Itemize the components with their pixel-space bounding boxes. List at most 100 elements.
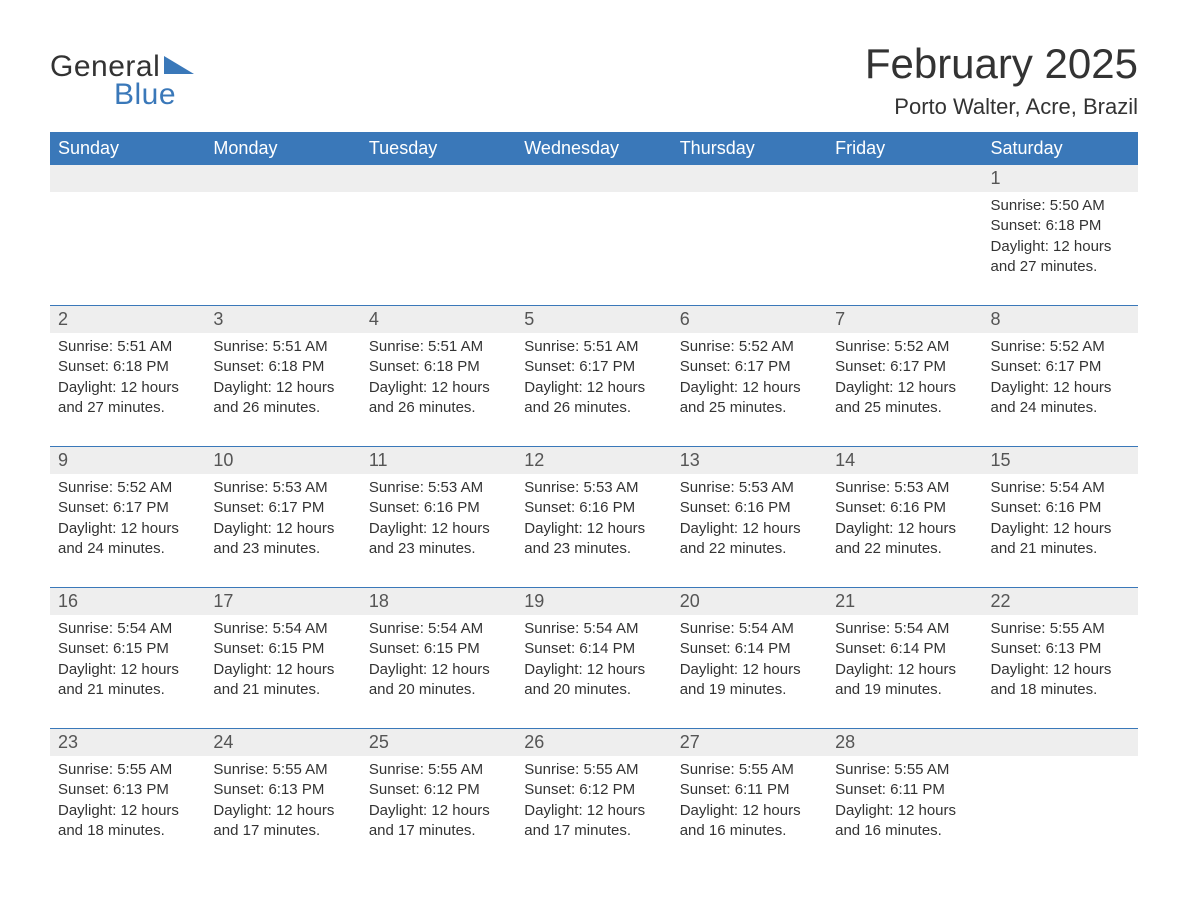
sunrise-line: Sunrise: 5:52 AM — [680, 337, 819, 357]
dow-thursday: Thursday — [672, 132, 827, 165]
empty-day-detail — [516, 192, 671, 306]
daylight-line: Daylight: 12 hours and 26 minutes. — [369, 378, 508, 419]
sunrise-line: Sunrise: 5:55 AM — [213, 760, 352, 780]
day-detail: Sunrise: 5:54 AMSunset: 6:15 PMDaylight:… — [205, 615, 360, 729]
daylight-line: Daylight: 12 hours and 19 minutes. — [680, 660, 819, 701]
sunset-line: Sunset: 6:14 PM — [835, 639, 974, 659]
daylight-line: Daylight: 12 hours and 23 minutes. — [524, 519, 663, 560]
month-title: February 2025 — [865, 40, 1138, 88]
daylight-line: Daylight: 12 hours and 16 minutes. — [835, 801, 974, 842]
day-number: 4 — [361, 306, 516, 333]
day-number: 25 — [361, 729, 516, 756]
day-number: 1 — [983, 165, 1138, 192]
empty-day-number — [827, 165, 982, 192]
daylight-line: Daylight: 12 hours and 26 minutes. — [524, 378, 663, 419]
sunset-line: Sunset: 6:13 PM — [213, 780, 352, 800]
day-detail: Sunrise: 5:53 AMSunset: 6:16 PMDaylight:… — [516, 474, 671, 588]
sunset-line: Sunset: 6:17 PM — [58, 498, 197, 518]
day-detail: Sunrise: 5:51 AMSunset: 6:18 PMDaylight:… — [50, 333, 205, 447]
empty-day-number — [983, 729, 1138, 756]
day-number: 24 — [205, 729, 360, 756]
day-number: 13 — [672, 447, 827, 474]
dow-sunday: Sunday — [50, 132, 205, 165]
day-detail: Sunrise: 5:51 AMSunset: 6:18 PMDaylight:… — [205, 333, 360, 447]
week-daynum-row: 2345678 — [50, 306, 1138, 333]
week-daynum-row: 9101112131415 — [50, 447, 1138, 474]
sunset-line: Sunset: 6:17 PM — [991, 357, 1130, 377]
sunset-line: Sunset: 6:16 PM — [524, 498, 663, 518]
day-number: 16 — [50, 588, 205, 615]
day-detail: Sunrise: 5:54 AMSunset: 6:15 PMDaylight:… — [361, 615, 516, 729]
daylight-line: Daylight: 12 hours and 23 minutes. — [369, 519, 508, 560]
brand-logo: General Blue — [50, 50, 194, 110]
sunrise-line: Sunrise: 5:51 AM — [369, 337, 508, 357]
day-detail: Sunrise: 5:53 AMSunset: 6:17 PMDaylight:… — [205, 474, 360, 588]
day-detail: Sunrise: 5:54 AMSunset: 6:14 PMDaylight:… — [672, 615, 827, 729]
sunrise-line: Sunrise: 5:53 AM — [680, 478, 819, 498]
day-detail: Sunrise: 5:54 AMSunset: 6:14 PMDaylight:… — [827, 615, 982, 729]
sunset-line: Sunset: 6:14 PM — [524, 639, 663, 659]
sunrise-line: Sunrise: 5:50 AM — [991, 196, 1130, 216]
day-number: 9 — [50, 447, 205, 474]
day-number: 8 — [983, 306, 1138, 333]
sunset-line: Sunset: 6:17 PM — [524, 357, 663, 377]
week-detail-row: Sunrise: 5:52 AMSunset: 6:17 PMDaylight:… — [50, 474, 1138, 588]
empty-day-detail — [827, 192, 982, 306]
empty-day-detail — [361, 192, 516, 306]
sunrise-line: Sunrise: 5:54 AM — [369, 619, 508, 639]
sunset-line: Sunset: 6:17 PM — [680, 357, 819, 377]
empty-day-detail — [672, 192, 827, 306]
location-subtitle: Porto Walter, Acre, Brazil — [865, 94, 1138, 120]
day-number: 3 — [205, 306, 360, 333]
daylight-line: Daylight: 12 hours and 17 minutes. — [369, 801, 508, 842]
title-block: February 2025 Porto Walter, Acre, Brazil — [865, 40, 1138, 120]
sunrise-line: Sunrise: 5:54 AM — [835, 619, 974, 639]
empty-day-detail — [983, 756, 1138, 853]
day-number: 5 — [516, 306, 671, 333]
sunrise-line: Sunrise: 5:51 AM — [213, 337, 352, 357]
sunrise-line: Sunrise: 5:55 AM — [991, 619, 1130, 639]
day-detail: Sunrise: 5:54 AMSunset: 6:16 PMDaylight:… — [983, 474, 1138, 588]
day-detail: Sunrise: 5:52 AMSunset: 6:17 PMDaylight:… — [50, 474, 205, 588]
sunset-line: Sunset: 6:15 PM — [369, 639, 508, 659]
day-detail: Sunrise: 5:52 AMSunset: 6:17 PMDaylight:… — [827, 333, 982, 447]
week-detail-row: Sunrise: 5:50 AMSunset: 6:18 PMDaylight:… — [50, 192, 1138, 306]
day-detail: Sunrise: 5:52 AMSunset: 6:17 PMDaylight:… — [672, 333, 827, 447]
daylight-line: Daylight: 12 hours and 27 minutes. — [991, 237, 1130, 278]
day-detail: Sunrise: 5:52 AMSunset: 6:17 PMDaylight:… — [983, 333, 1138, 447]
sunset-line: Sunset: 6:12 PM — [524, 780, 663, 800]
calendar-page: General Blue February 2025 Porto Walter,… — [0, 0, 1188, 893]
dow-monday: Monday — [205, 132, 360, 165]
daylight-line: Daylight: 12 hours and 17 minutes. — [213, 801, 352, 842]
daylight-line: Daylight: 12 hours and 24 minutes. — [991, 378, 1130, 419]
sunrise-line: Sunrise: 5:51 AM — [524, 337, 663, 357]
day-detail: Sunrise: 5:51 AMSunset: 6:17 PMDaylight:… — [516, 333, 671, 447]
day-number: 18 — [361, 588, 516, 615]
sunset-line: Sunset: 6:18 PM — [213, 357, 352, 377]
day-detail: Sunrise: 5:51 AMSunset: 6:18 PMDaylight:… — [361, 333, 516, 447]
empty-day-number — [50, 165, 205, 192]
dow-wednesday: Wednesday — [516, 132, 671, 165]
sunrise-line: Sunrise: 5:53 AM — [835, 478, 974, 498]
sunset-line: Sunset: 6:15 PM — [58, 639, 197, 659]
sunrise-line: Sunrise: 5:55 AM — [524, 760, 663, 780]
daylight-line: Daylight: 12 hours and 21 minutes. — [213, 660, 352, 701]
sunrise-line: Sunrise: 5:53 AM — [213, 478, 352, 498]
day-number: 19 — [516, 588, 671, 615]
dow-friday: Friday — [827, 132, 982, 165]
day-number: 23 — [50, 729, 205, 756]
sunset-line: Sunset: 6:18 PM — [369, 357, 508, 377]
sunset-line: Sunset: 6:16 PM — [991, 498, 1130, 518]
sunset-line: Sunset: 6:12 PM — [369, 780, 508, 800]
day-number: 15 — [983, 447, 1138, 474]
daylight-line: Daylight: 12 hours and 20 minutes. — [524, 660, 663, 701]
empty-day-detail — [50, 192, 205, 306]
dow-tuesday: Tuesday — [361, 132, 516, 165]
day-number: 27 — [672, 729, 827, 756]
sunrise-line: Sunrise: 5:53 AM — [369, 478, 508, 498]
daylight-line: Daylight: 12 hours and 25 minutes. — [680, 378, 819, 419]
day-number: 17 — [205, 588, 360, 615]
daylight-line: Daylight: 12 hours and 18 minutes. — [58, 801, 197, 842]
logo-word-2: Blue — [114, 78, 176, 112]
day-detail: Sunrise: 5:54 AMSunset: 6:15 PMDaylight:… — [50, 615, 205, 729]
